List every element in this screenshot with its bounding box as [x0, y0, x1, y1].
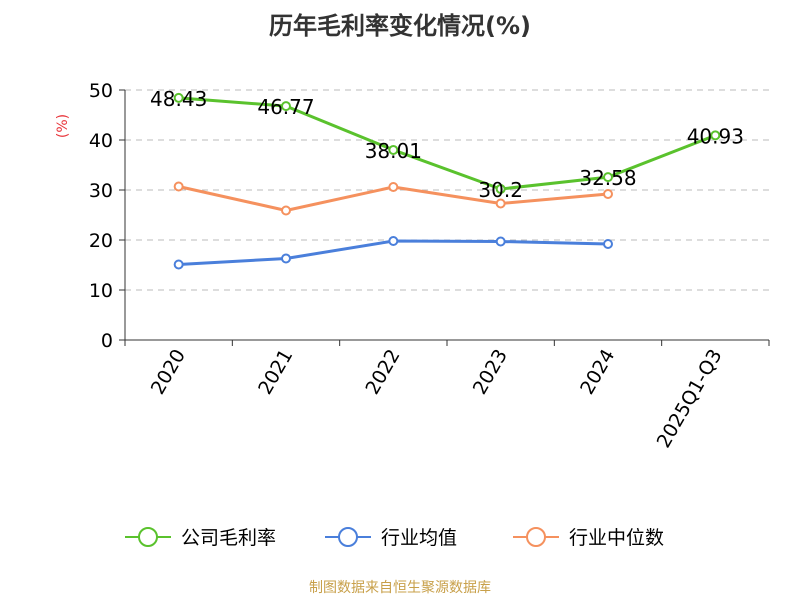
chart-title: 历年毛利率变化情况(%) [269, 12, 531, 40]
legend-marker [526, 527, 546, 547]
x-tick-label: 2025Q1-Q3 [653, 346, 727, 452]
legend-label: 行业中位数 [569, 527, 664, 549]
x-tick-label: 2022 [361, 346, 404, 399]
data-label: 46.77 [257, 95, 314, 119]
x-tick-label: 2023 [469, 346, 512, 399]
data-point [603, 172, 613, 183]
axes: 0 10 20 30 40 50 2020 2021 2022 2023 2024 2025Q1-Q3 [89, 80, 770, 452]
legend-item-1[interactable]: 公司毛利率 [125, 527, 276, 549]
y-tick-label: 30 [89, 180, 113, 202]
data-point [388, 236, 399, 246]
legend-label: 行业均值 [381, 527, 457, 549]
legend[interactable]: 公司毛利率 行业均值 行业中位数 [125, 527, 664, 549]
legend-label: 公司毛利率 [181, 527, 276, 549]
data-point [281, 101, 291, 112]
data-point [495, 184, 506, 194]
y-axis-unit-label: (%) [55, 114, 71, 138]
data-label: 30.2 [478, 178, 523, 202]
data-point [173, 92, 184, 103]
grid-lines [125, 89, 769, 291]
y-tick-label: 20 [89, 230, 113, 252]
x-tick-label: 2021 [254, 346, 297, 399]
data-point [495, 198, 506, 209]
x-tick-label: 2024 [576, 346, 619, 399]
data-point [495, 236, 506, 247]
data-label: 48.43 [150, 87, 207, 111]
data-point [173, 181, 184, 192]
data-label: 32.58 [579, 166, 636, 190]
x-tick-label: 2020 [147, 346, 190, 399]
y-tick-label: 10 [89, 280, 113, 302]
series-lines [173, 92, 721, 270]
series-3 [173, 181, 613, 216]
legend-item-2[interactable]: 行业均值 [325, 527, 457, 549]
data-point [603, 239, 613, 249]
data-point [388, 144, 399, 155]
series-1 [173, 92, 721, 194]
series-2 [173, 236, 613, 270]
legend-item-3[interactable]: 行业中位数 [513, 527, 664, 549]
data-point [281, 205, 291, 216]
y-tick-label: 50 [89, 80, 113, 102]
data-point [388, 182, 399, 192]
data-labels: 48.43 46.77 38.01 30.2 32.58 40.93 [150, 87, 744, 202]
y-tick-label: 0 [101, 330, 113, 352]
data-point [173, 259, 184, 270]
legend-marker [138, 527, 158, 547]
data-label: 40.93 [687, 124, 744, 148]
legend-marker [338, 527, 358, 547]
data-point [603, 189, 613, 199]
data-label: 38.01 [365, 139, 422, 163]
source-note: 制图数据来自恒生聚源数据库 [309, 580, 491, 596]
data-point [281, 253, 291, 264]
series-line [178, 96, 716, 191]
y-tick-label: 40 [89, 130, 113, 152]
data-point [710, 130, 721, 141]
